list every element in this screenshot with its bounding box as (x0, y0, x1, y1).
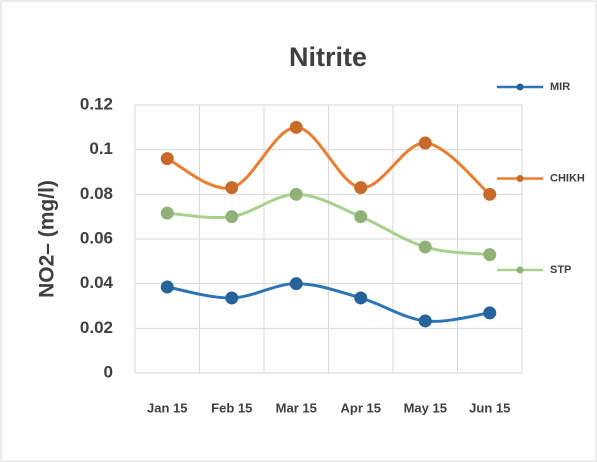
x-tick-label: Feb 15 (211, 400, 252, 415)
y-tick-label: 0.08 (80, 184, 113, 203)
data-point (418, 314, 432, 328)
data-point (225, 210, 239, 224)
data-point (289, 277, 303, 291)
data-point (483, 187, 497, 201)
x-tick-label: May 15 (404, 400, 447, 415)
data-point (354, 181, 368, 195)
data-point (160, 152, 174, 166)
data-point (418, 240, 432, 254)
y-tick-label: 0.12 (80, 94, 113, 113)
legend-label: CHIKH (550, 172, 585, 184)
y-tick-label: 0.04 (80, 273, 114, 292)
data-point (483, 248, 497, 262)
data-point (225, 181, 239, 195)
data-point (354, 210, 368, 224)
x-tick-label: Jan 15 (147, 400, 187, 415)
data-point (354, 291, 368, 305)
y-tick-label: 0.1 (89, 139, 113, 158)
x-tick-label: Mar 15 (276, 400, 317, 415)
legend-marker (516, 266, 524, 274)
x-tick-label: Jun 15 (469, 400, 510, 415)
y-tick-label: 0.02 (80, 318, 113, 337)
data-point (289, 187, 303, 201)
legend-marker (516, 175, 524, 182)
legend-marker (516, 83, 524, 91)
y-tick-label: 0 (104, 362, 113, 381)
legend-label: MIR (550, 81, 570, 93)
data-point (160, 206, 174, 220)
data-point (225, 291, 239, 305)
legend-label: STP (550, 264, 571, 276)
data-point (483, 306, 497, 320)
data-point (418, 136, 432, 150)
y-axis-label: NO2– (mg/l) (36, 180, 59, 298)
y-tick-label: 0.06 (80, 228, 113, 247)
data-point (289, 120, 303, 134)
data-point (160, 280, 174, 294)
x-tick-label: Apr 15 (341, 400, 381, 415)
chart-title: Nitrite (289, 42, 367, 72)
